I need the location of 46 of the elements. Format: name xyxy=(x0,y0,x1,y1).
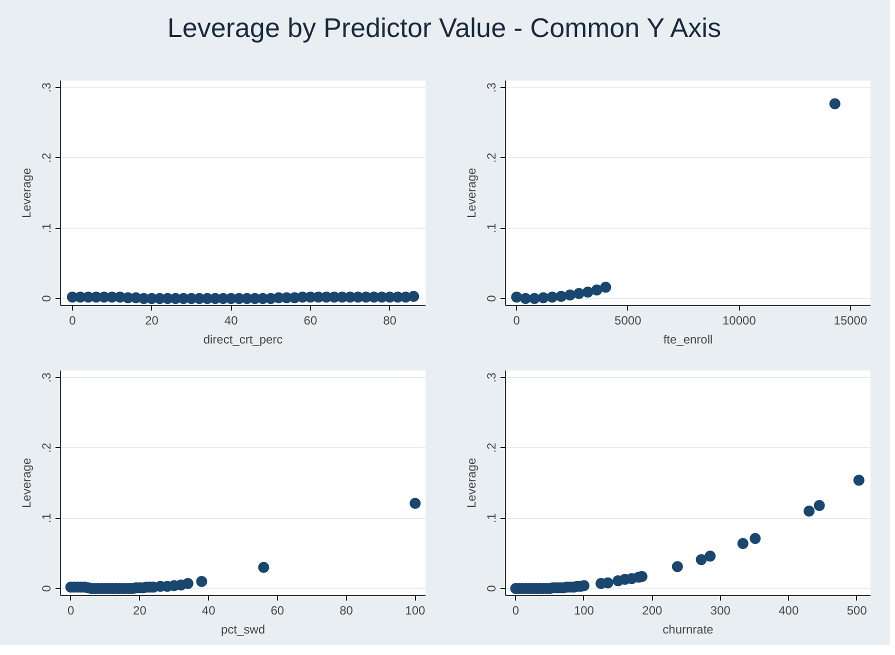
x-tick-label: 80 xyxy=(383,314,397,328)
y-tick-label: .3 xyxy=(484,82,498,93)
y-tick-label: 0 xyxy=(40,584,54,592)
y-tick-label: .1 xyxy=(40,222,54,234)
x-tick-label: 40 xyxy=(224,314,238,328)
x-tick-label: 0 xyxy=(67,604,74,618)
y-axis-title: Leverage xyxy=(20,458,34,508)
y-tick-label: .3 xyxy=(484,372,498,383)
x-tick-label: 60 xyxy=(304,314,318,328)
y-tick-label: 0 xyxy=(40,294,54,302)
x-tick-label: 100 xyxy=(405,604,426,618)
x-axis-title: churnrate xyxy=(662,622,714,636)
y-axis-title: Leverage xyxy=(20,168,34,218)
x-tick-label: 40 xyxy=(202,604,216,618)
y-tick-label: .2 xyxy=(40,152,54,163)
x-tick-label: 60 xyxy=(270,604,284,618)
x-tick-label: 15000 xyxy=(834,314,868,328)
y-tick-label: 0 xyxy=(484,294,498,302)
x-tick-label: 80 xyxy=(340,604,354,618)
x-tick-label: 400 xyxy=(778,604,799,618)
x-tick-label: 300 xyxy=(710,604,731,618)
y-tick-label: .2 xyxy=(484,442,498,453)
y-axis-title: Leverage xyxy=(464,458,478,508)
x-axis-title: pct_swd xyxy=(220,622,266,636)
x-tick-label: 0 xyxy=(512,604,520,618)
x-tick-label: 200 xyxy=(642,604,663,618)
x-tick-label: 5000 xyxy=(614,314,642,328)
x-axis-title: fte_enroll xyxy=(663,332,713,346)
y-tick-label: .2 xyxy=(40,442,54,453)
y-tick-label: .2 xyxy=(484,152,498,163)
x-tick-label: 500 xyxy=(846,604,868,618)
x-tick-label: 10000 xyxy=(722,314,756,328)
y-tick-label: .1 xyxy=(484,512,498,524)
y-tick-label: 0 xyxy=(484,584,498,592)
x-tick-label: 0 xyxy=(513,314,520,328)
y-axis-title: Leverage xyxy=(464,168,478,218)
y-tick-label: .1 xyxy=(484,222,498,234)
chart-title: Leverage by Predictor Value - Common Y Axis xyxy=(167,12,722,43)
y-tick-label: .1 xyxy=(40,512,54,524)
x-tick-label: 100 xyxy=(574,604,594,618)
y-tick-label: .3 xyxy=(40,82,54,93)
x-tick-label: 20 xyxy=(133,604,147,618)
y-tick-label: .3 xyxy=(40,372,54,383)
x-tick-label: 0 xyxy=(69,314,76,328)
x-axis-title: direct_crt_perc xyxy=(203,332,283,346)
x-tick-label: 20 xyxy=(145,314,159,328)
